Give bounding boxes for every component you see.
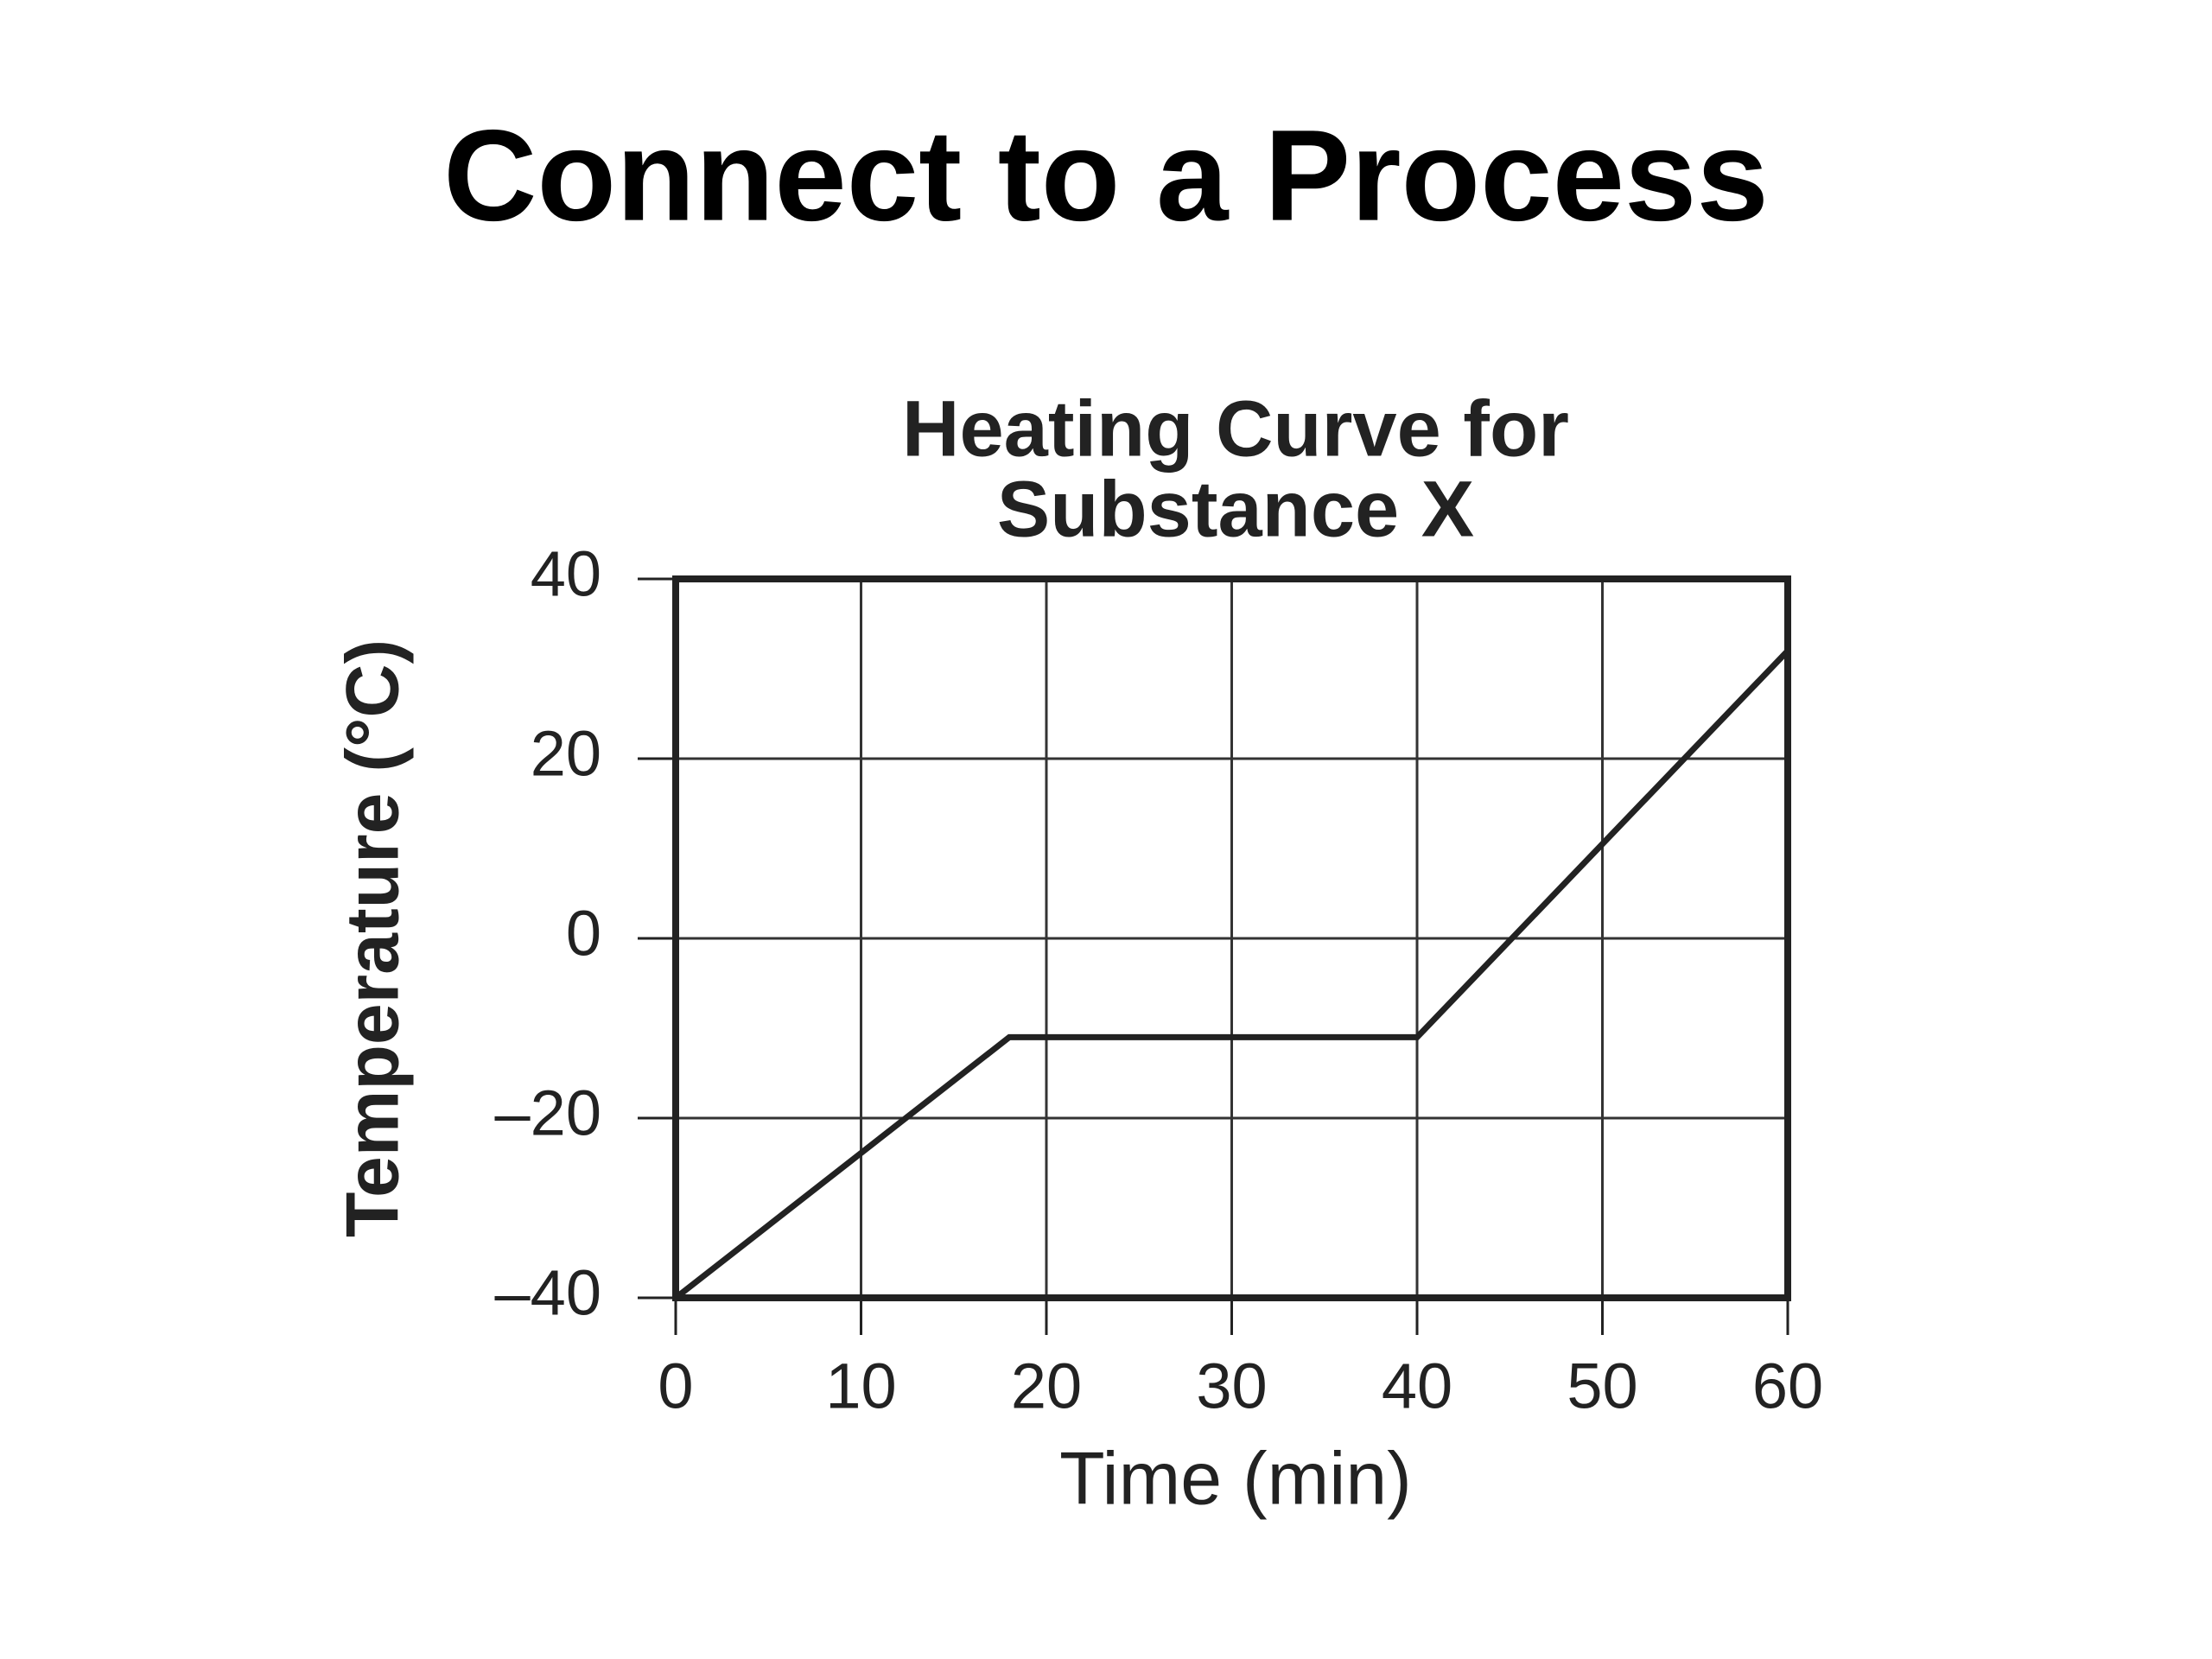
x-tick-label: 50 — [1567, 1351, 1637, 1422]
y-tick-label: –40 — [495, 1257, 601, 1329]
x-tick-label: 20 — [1011, 1351, 1082, 1422]
x-tick-label: 60 — [1752, 1351, 1823, 1422]
x-tick-label: 10 — [825, 1351, 896, 1422]
x-tick-label: 30 — [1196, 1351, 1267, 1422]
data-line — [673, 648, 1790, 1300]
y-tick-label: 0 — [566, 898, 601, 969]
chart-title: Substance X — [997, 465, 1474, 553]
y-axis-label: Temperature (°C) — [332, 639, 415, 1237]
x-tick-label: 0 — [658, 1351, 693, 1422]
y-tick-label: 40 — [531, 538, 601, 610]
y-tick-label: –20 — [495, 1077, 601, 1149]
chart-title: Heating Curve for — [902, 385, 1569, 473]
x-tick-label: 40 — [1382, 1351, 1452, 1422]
slide-title: Connect to a Process — [443, 103, 1769, 248]
y-tick-label: 20 — [531, 718, 601, 790]
x-axis-label: Time (min) — [1059, 1438, 1412, 1521]
plot-frame — [672, 575, 1791, 1301]
